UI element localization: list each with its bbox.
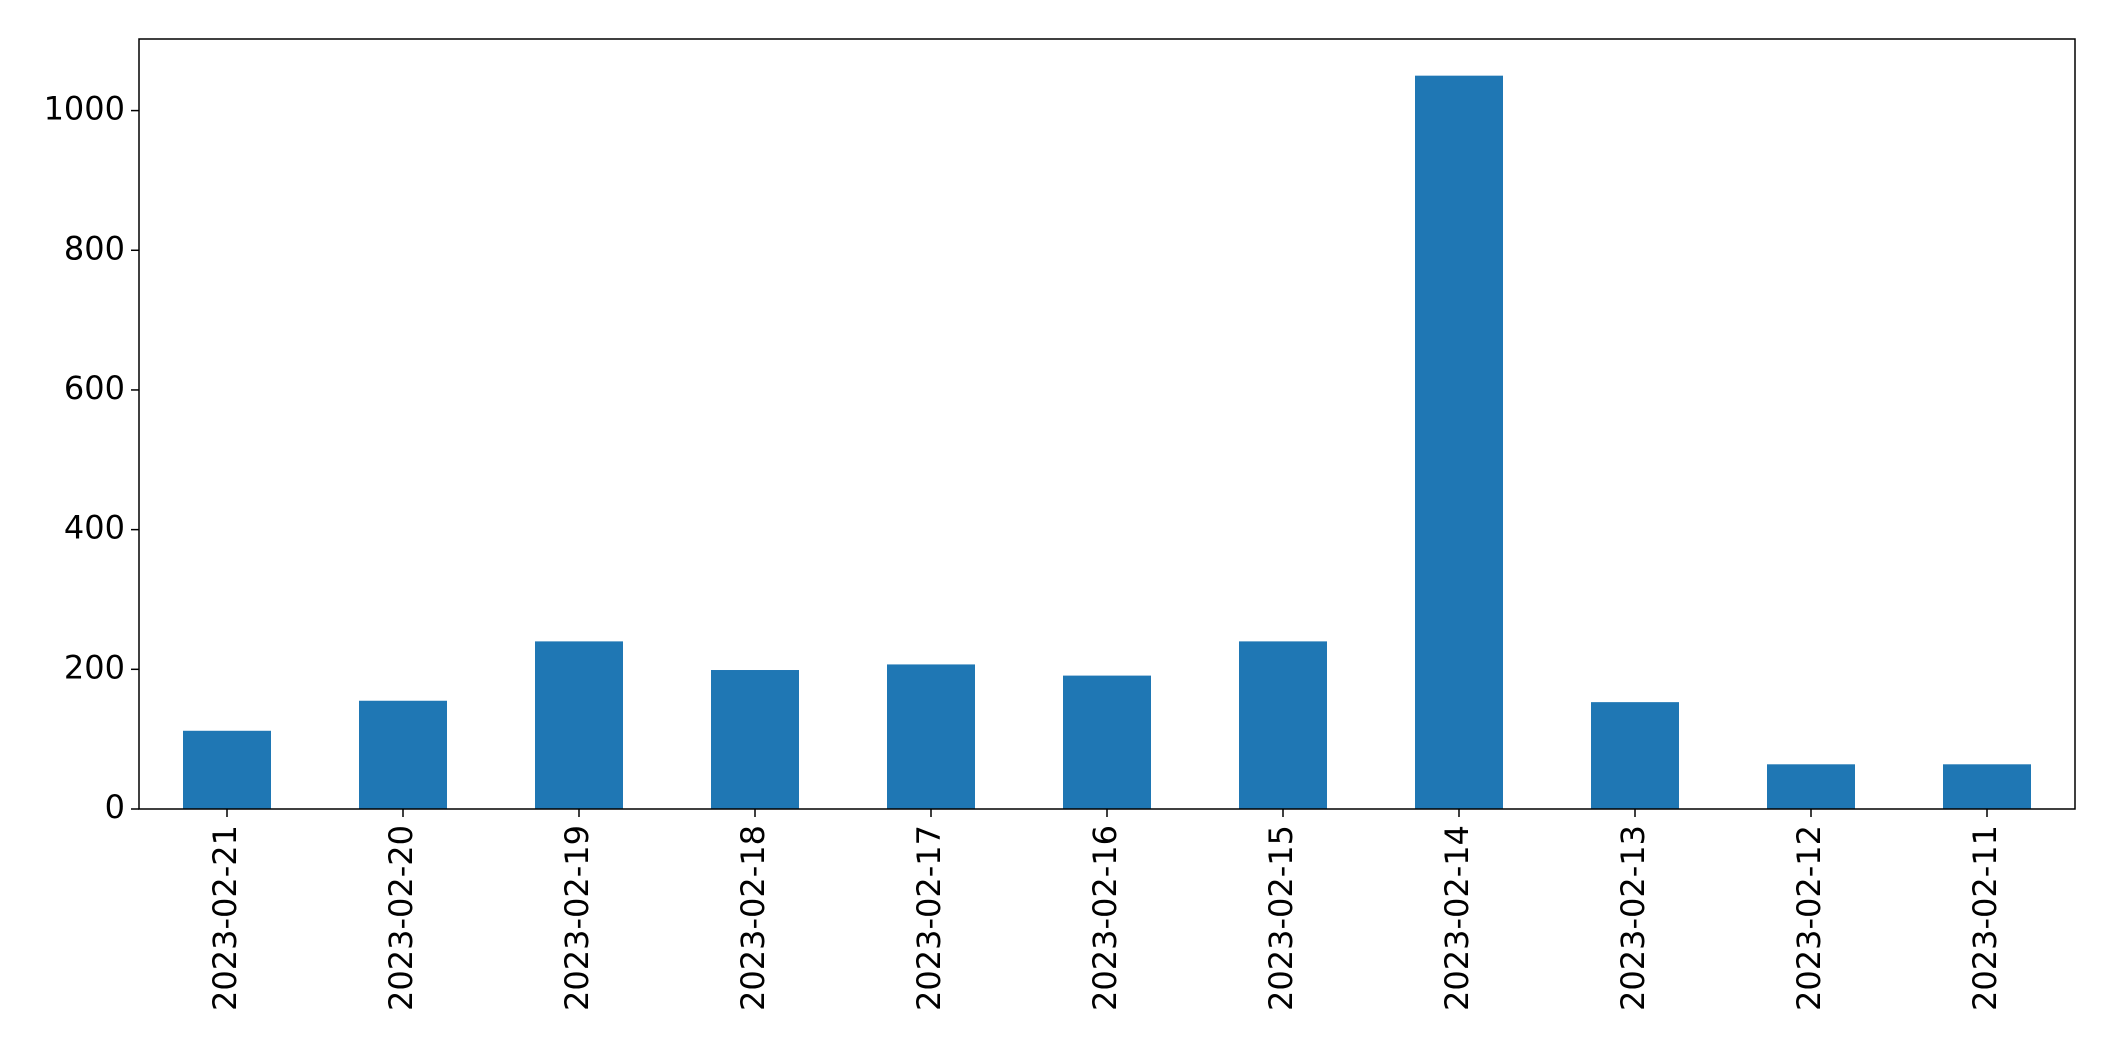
x-tick-label: 2023-02-16 [1086, 825, 1124, 1011]
bar [1943, 764, 2031, 809]
y-tick-label: 0 [105, 788, 125, 826]
bar [183, 730, 271, 809]
bar [1239, 641, 1327, 809]
bar [711, 670, 799, 809]
x-tick-label: 2023-02-20 [382, 825, 420, 1011]
y-tick-label: 200 [64, 648, 125, 686]
x-tick-label: 2023-02-12 [1790, 825, 1828, 1011]
bar [359, 700, 447, 809]
y-tick-label: 1000 [44, 90, 125, 128]
bar [887, 664, 975, 809]
x-tick-label: 2023-02-18 [734, 825, 772, 1011]
x-tick-label: 2023-02-19 [558, 825, 596, 1011]
bar [535, 641, 623, 809]
y-tick-label: 400 [64, 509, 125, 547]
bar [1415, 75, 1503, 809]
y-tick-label: 600 [64, 369, 125, 407]
plot-frame [138, 38, 2076, 810]
x-tick-label: 2023-02-17 [910, 825, 948, 1011]
x-tick-label: 2023-02-21 [206, 825, 244, 1011]
x-tick-label: 2023-02-13 [1614, 825, 1652, 1011]
bar [1063, 675, 1151, 809]
bar [1767, 764, 1855, 809]
y-tick-label: 800 [64, 229, 125, 267]
x-tick-label: 2023-02-15 [1262, 825, 1300, 1011]
x-tick-label: 2023-02-14 [1438, 825, 1476, 1011]
bar [1591, 702, 1679, 809]
x-tick-label: 2023-02-11 [1966, 825, 2004, 1011]
